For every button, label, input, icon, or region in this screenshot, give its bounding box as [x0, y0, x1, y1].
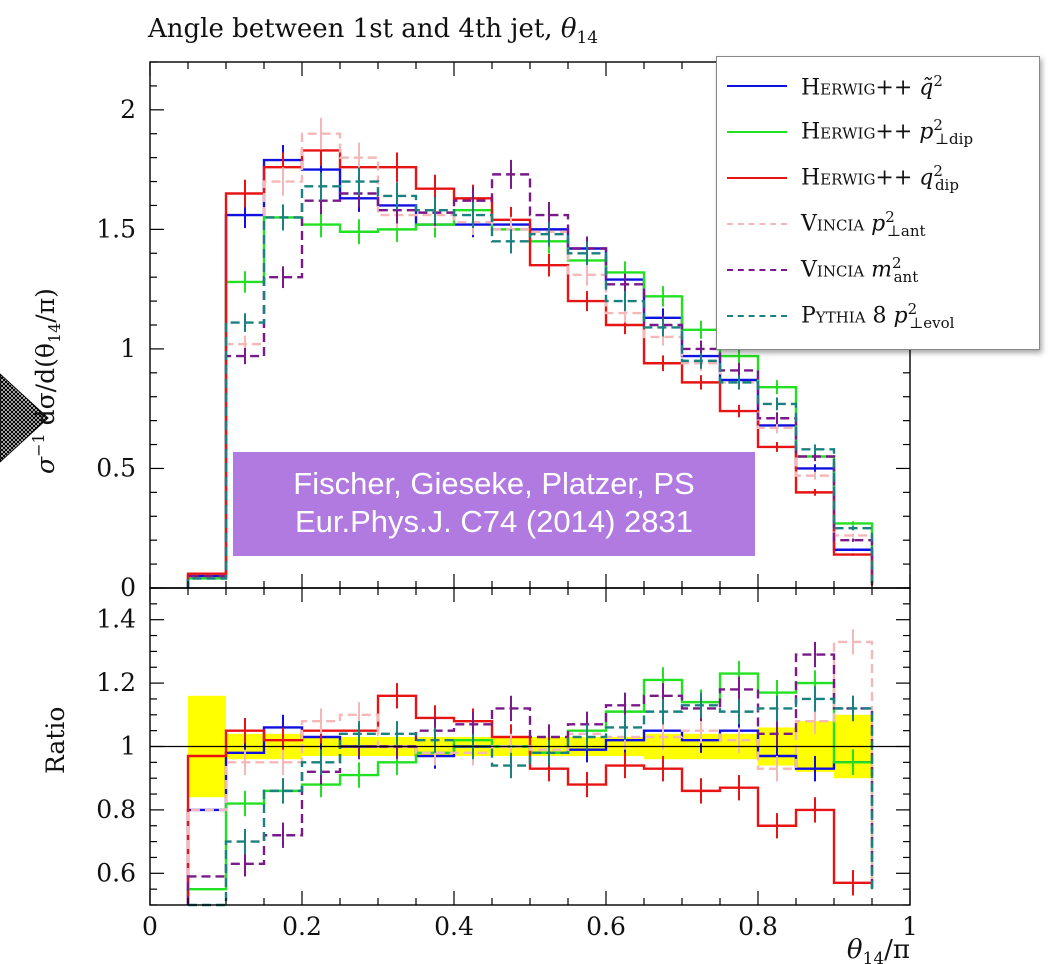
legend-label: Vincia m2ant [801, 254, 919, 286]
svg-text:σ−1 dσ/d(θ14/π): σ−1 dσ/d(θ14/π) [29, 288, 64, 474]
legend-entry: Herwig++ p2⊥dip [717, 109, 973, 155]
x-tick-label: 0.4 [434, 912, 474, 941]
y-tick-label-top: 1 [120, 334, 136, 363]
series-line-vincia_m_ant-top [186, 173, 874, 588]
legend-entry: Vincia p2⊥ant [717, 201, 926, 247]
y-tick-label-ratio: 1.4 [96, 605, 136, 634]
series-line-vincia_pt_ant-bot [186, 640, 874, 905]
legend-swatch [727, 223, 787, 225]
legend-entry: Herwig++ q̃2 [717, 63, 943, 109]
y-tick-label-ratio: 0.8 [96, 795, 136, 824]
x-tick-label: 1 [902, 912, 918, 941]
citation-journal: Eur.Phys.J. C74 (2014) 2831 [294, 504, 694, 539]
x-tick-label: 0 [142, 912, 158, 941]
y-tick-label-top: 2 [120, 95, 136, 124]
y-axis-label-top: σ−1 dσ/d(θ14/π) [12, 176, 72, 476]
y-tick-label-top: 0.5 [96, 453, 136, 482]
y-tick-label-ratio: 1.2 [96, 668, 136, 697]
legend-swatch [727, 131, 787, 133]
x-tick-label: 0.2 [282, 912, 322, 941]
legend-label: Pythia 8 p2⊥evol [801, 300, 955, 332]
x-tick-label: 0.6 [586, 912, 626, 941]
chart-title: Angle between 1st and 4th jet, θ14 [148, 14, 599, 49]
series-ratio-panel [186, 629, 874, 907]
legend-label: Herwig++ p2⊥dip [801, 116, 974, 148]
y-tick-label-top: 0 [120, 573, 136, 602]
series-line-vincia_pt_ant-top [186, 132, 874, 588]
legend-swatch [727, 269, 787, 271]
citation-authors: Fischer, Gieseke, Platzer, PS [293, 466, 695, 501]
legend-swatch [727, 315, 787, 317]
y-tick-label-ratio: 0.6 [96, 858, 136, 887]
series-line-pythia-top [186, 180, 874, 588]
legend-label: Herwig++ q̃2 [801, 71, 943, 101]
y-tick-label-ratio: 1 [120, 732, 136, 761]
citation-box: Fischer, Gieseke, Platzer, PS Eur.Phys.J… [233, 452, 755, 556]
y-tick-label-top: 1.5 [96, 214, 136, 243]
svg-text:Ratio: Ratio [41, 707, 70, 774]
series-line-vincia_m_ant-bot [186, 653, 874, 905]
legend: Herwig++ q̃2 Herwig++ p2⊥dip Herwig++ q2di… [716, 56, 1040, 350]
legend-swatch [727, 85, 787, 87]
legend-swatch [727, 177, 787, 179]
legend-label: Herwig++ q2dip [801, 162, 959, 194]
legend-entry: Pythia 8 p2⊥evol [717, 293, 954, 339]
decorative-triangle-icon [0, 373, 49, 463]
x-tick-label: 0.8 [738, 912, 778, 941]
legend-label: Vincia p2⊥ant [801, 208, 926, 240]
series-top-panel [186, 117, 874, 588]
legend-entry: Herwig++ q2dip [717, 155, 959, 201]
legend-entry: Vincia m2ant [717, 247, 918, 293]
x-axis-label: θ14/π [847, 935, 910, 964]
y-axis-label-ratio: Ratio [34, 670, 74, 785]
series-line-herwig_q_dip-bot [186, 694, 872, 905]
